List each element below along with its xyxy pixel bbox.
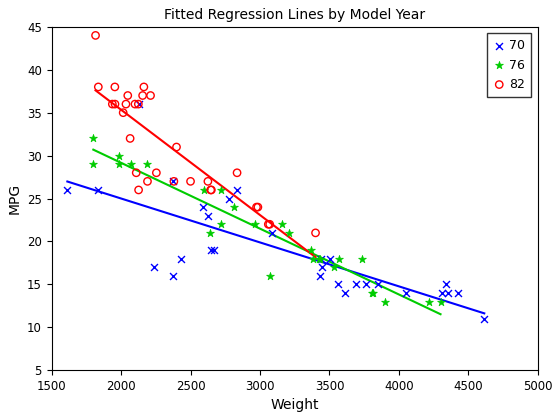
- 82: [206, 186, 215, 193]
- 76: [89, 161, 98, 168]
- 76: [217, 186, 226, 193]
- 70: [325, 255, 334, 262]
- X-axis label: Weight: Weight: [270, 399, 319, 412]
- 82: [108, 101, 117, 108]
- 70: [402, 290, 411, 297]
- 70: [176, 255, 185, 262]
- 82: [123, 92, 132, 99]
- 70: [134, 101, 143, 108]
- 82: [143, 178, 152, 185]
- 76: [277, 221, 286, 228]
- 76: [143, 161, 152, 168]
- 76: [425, 298, 434, 305]
- 76: [127, 161, 136, 168]
- 82: [110, 101, 119, 108]
- 70: [334, 281, 343, 288]
- 82: [125, 135, 134, 142]
- 82: [94, 84, 103, 90]
- 76: [380, 298, 389, 305]
- 76: [358, 255, 367, 262]
- 70: [340, 290, 349, 297]
- 76: [251, 221, 260, 228]
- 70: [438, 290, 447, 297]
- 76: [284, 229, 293, 236]
- 70: [198, 204, 207, 210]
- 70: [268, 229, 277, 236]
- 76: [308, 255, 317, 262]
- 70: [94, 186, 102, 193]
- 82: [152, 169, 161, 176]
- 82: [138, 92, 147, 99]
- 70: [316, 255, 325, 262]
- 82: [110, 84, 119, 90]
- 70: [63, 186, 72, 193]
- 82: [91, 32, 100, 39]
- 70: [149, 264, 158, 270]
- Y-axis label: MPG: MPG: [7, 183, 21, 214]
- 70: [210, 247, 219, 253]
- 76: [436, 298, 445, 305]
- 70: [361, 281, 370, 288]
- 76: [330, 264, 339, 270]
- 70: [316, 273, 325, 279]
- 82: [207, 186, 216, 193]
- 70: [232, 186, 241, 193]
- 82: [146, 92, 155, 99]
- 82: [169, 178, 178, 185]
- 76: [206, 229, 214, 236]
- 76: [89, 135, 98, 142]
- 70: [224, 195, 233, 202]
- 76: [265, 273, 274, 279]
- 76: [217, 221, 226, 228]
- 76: [115, 161, 124, 168]
- 82: [134, 101, 143, 108]
- 70: [318, 264, 327, 270]
- Legend: 70, 76, 82: 70, 76, 82: [487, 33, 531, 97]
- 82: [203, 178, 212, 185]
- 82: [132, 169, 141, 176]
- 76: [315, 255, 324, 262]
- 76: [368, 290, 377, 297]
- 82: [130, 101, 139, 108]
- 82: [172, 144, 181, 150]
- 82: [119, 109, 128, 116]
- 70: [169, 178, 178, 185]
- 82: [311, 229, 320, 236]
- 76: [115, 152, 124, 159]
- 70: [454, 290, 463, 297]
- 82: [139, 84, 148, 90]
- 70: [352, 281, 361, 288]
- 70: [203, 213, 212, 219]
- Title: Fitted Regression Lines by Model Year: Fitted Regression Lines by Model Year: [164, 8, 425, 21]
- 70: [442, 281, 451, 288]
- 82: [254, 204, 263, 210]
- 82: [264, 221, 273, 228]
- 82: [122, 101, 130, 108]
- 76: [368, 290, 377, 297]
- 76: [315, 255, 324, 262]
- 76: [306, 247, 315, 253]
- 82: [252, 204, 261, 210]
- 70: [169, 273, 178, 279]
- 82: [134, 186, 143, 193]
- 82: [265, 221, 274, 228]
- 76: [230, 204, 239, 210]
- 70: [444, 290, 452, 297]
- 70: [480, 315, 489, 322]
- 76: [200, 186, 209, 193]
- 70: [207, 247, 216, 253]
- 70: [374, 281, 382, 288]
- 82: [232, 169, 241, 176]
- 76: [335, 255, 344, 262]
- 82: [186, 178, 195, 185]
